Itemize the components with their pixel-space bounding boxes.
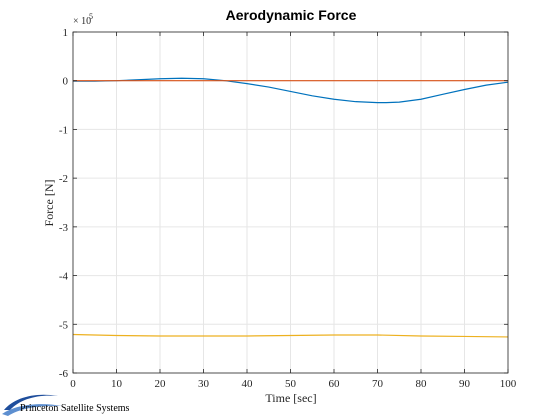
- x-tick-label: 10: [111, 378, 123, 390]
- series-line-3: [72, 333, 509, 338]
- y-tick-label: 0: [63, 76, 69, 88]
- y-exponent-base: × 10: [73, 16, 91, 27]
- y-tick-label: -1: [59, 124, 68, 136]
- x-tick-label: 100: [500, 378, 517, 390]
- x-tick-label: 50: [285, 378, 297, 390]
- x-tick-label: 60: [329, 378, 341, 390]
- x-axis-label: Time [sec]: [265, 391, 316, 405]
- x-tick-label: 40: [242, 378, 254, 390]
- company-name: Princeton Satellite Systems: [20, 403, 130, 414]
- x-tick-label: 0: [70, 378, 76, 390]
- y-tick-label: -5: [59, 319, 69, 331]
- x-tick-label: 80: [416, 378, 428, 390]
- y-tick-label: 1: [63, 27, 69, 39]
- y-tick-label: -4: [59, 271, 69, 283]
- y-axis-label: Force [N]: [42, 180, 56, 227]
- y-tick-label: -2: [59, 173, 68, 185]
- swoosh-logo-icon: [2, 394, 62, 416]
- chart-title: Aerodynamic Force: [226, 7, 357, 23]
- series-line-1: [73, 77, 509, 104]
- y-tick-label: -6: [59, 368, 69, 380]
- x-tick-label: 30: [198, 378, 210, 390]
- x-tick-label: 90: [459, 378, 471, 390]
- x-tick-label: 20: [155, 378, 167, 390]
- y-exponent-power: 5: [89, 12, 93, 21]
- y-tick-label: -3: [59, 222, 69, 234]
- x-tick-label: 70: [372, 378, 384, 390]
